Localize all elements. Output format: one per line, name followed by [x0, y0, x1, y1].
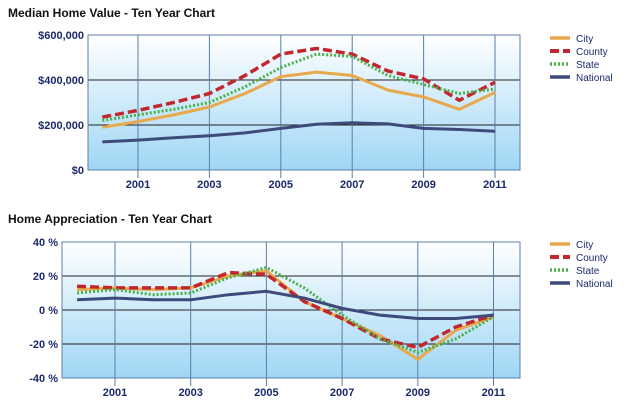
y-tick-label: -40 % — [29, 373, 58, 385]
series-line-city — [102, 70, 496, 129]
x-tick-label: 2009 — [406, 387, 430, 399]
chart-title-appreciation: Home Appreciation - Ten Year Chart — [8, 212, 212, 226]
plot-border — [87, 34, 521, 171]
plot-area — [88, 35, 520, 170]
y-tick-label: $400,000 — [38, 75, 84, 87]
series-line-state — [76, 266, 495, 354]
x-tick-label: 2005 — [254, 387, 278, 399]
series-line-state — [102, 52, 496, 122]
legend-label-national: National — [576, 73, 613, 84]
x-tick-label: 2009 — [411, 179, 435, 191]
y-tick-label: 40 % — [33, 237, 58, 249]
x-tick-label: 2007 — [330, 387, 354, 399]
y-tick-label: $0 — [72, 165, 84, 177]
legend-label-state: State — [576, 60, 600, 71]
home-value-chart: $0 $200,000 $400,000 $600,000 2001 2003 2005 20… — [38, 30, 613, 191]
x-tick-label: 2003 — [197, 179, 221, 191]
x-tick-label: 2001 — [126, 179, 150, 191]
legend-label-county: County — [576, 47, 608, 58]
series-line-national — [102, 121, 496, 144]
legend-label-county: County — [576, 253, 608, 264]
plot-border — [61, 241, 521, 379]
legend-label-city: City — [576, 34, 593, 45]
legend-label-state: State — [576, 266, 600, 277]
series-line-national — [77, 289, 494, 320]
x-tick-label: 2005 — [269, 179, 293, 191]
chart-title-home-value: Median Home Value - Ten Year Chart — [8, 6, 215, 20]
x-tick-label: 2011 — [483, 179, 507, 191]
series-line-county — [77, 270, 495, 350]
legend-label-national: National — [576, 279, 613, 290]
y-tick-label: 0 % — [39, 305, 58, 317]
y-tick-label: $600,000 — [38, 30, 84, 42]
y-tick-label: -20 % — [29, 339, 58, 351]
x-tick-label: 2001 — [103, 387, 127, 399]
x-tick-label: 2003 — [178, 387, 202, 399]
x-tick-label: 2011 — [482, 387, 506, 399]
home-appreciation-chart: -40 % -20 % 0 % 20 % 40 % 2001 2003 2005 2007 200… — [29, 237, 613, 399]
y-tick-label: $200,000 — [38, 120, 84, 132]
x-tick-label: 2007 — [340, 179, 364, 191]
legend-label-city: City — [576, 240, 593, 251]
y-tick-label: 20 % — [33, 271, 58, 283]
series-line-county — [101, 46, 496, 119]
